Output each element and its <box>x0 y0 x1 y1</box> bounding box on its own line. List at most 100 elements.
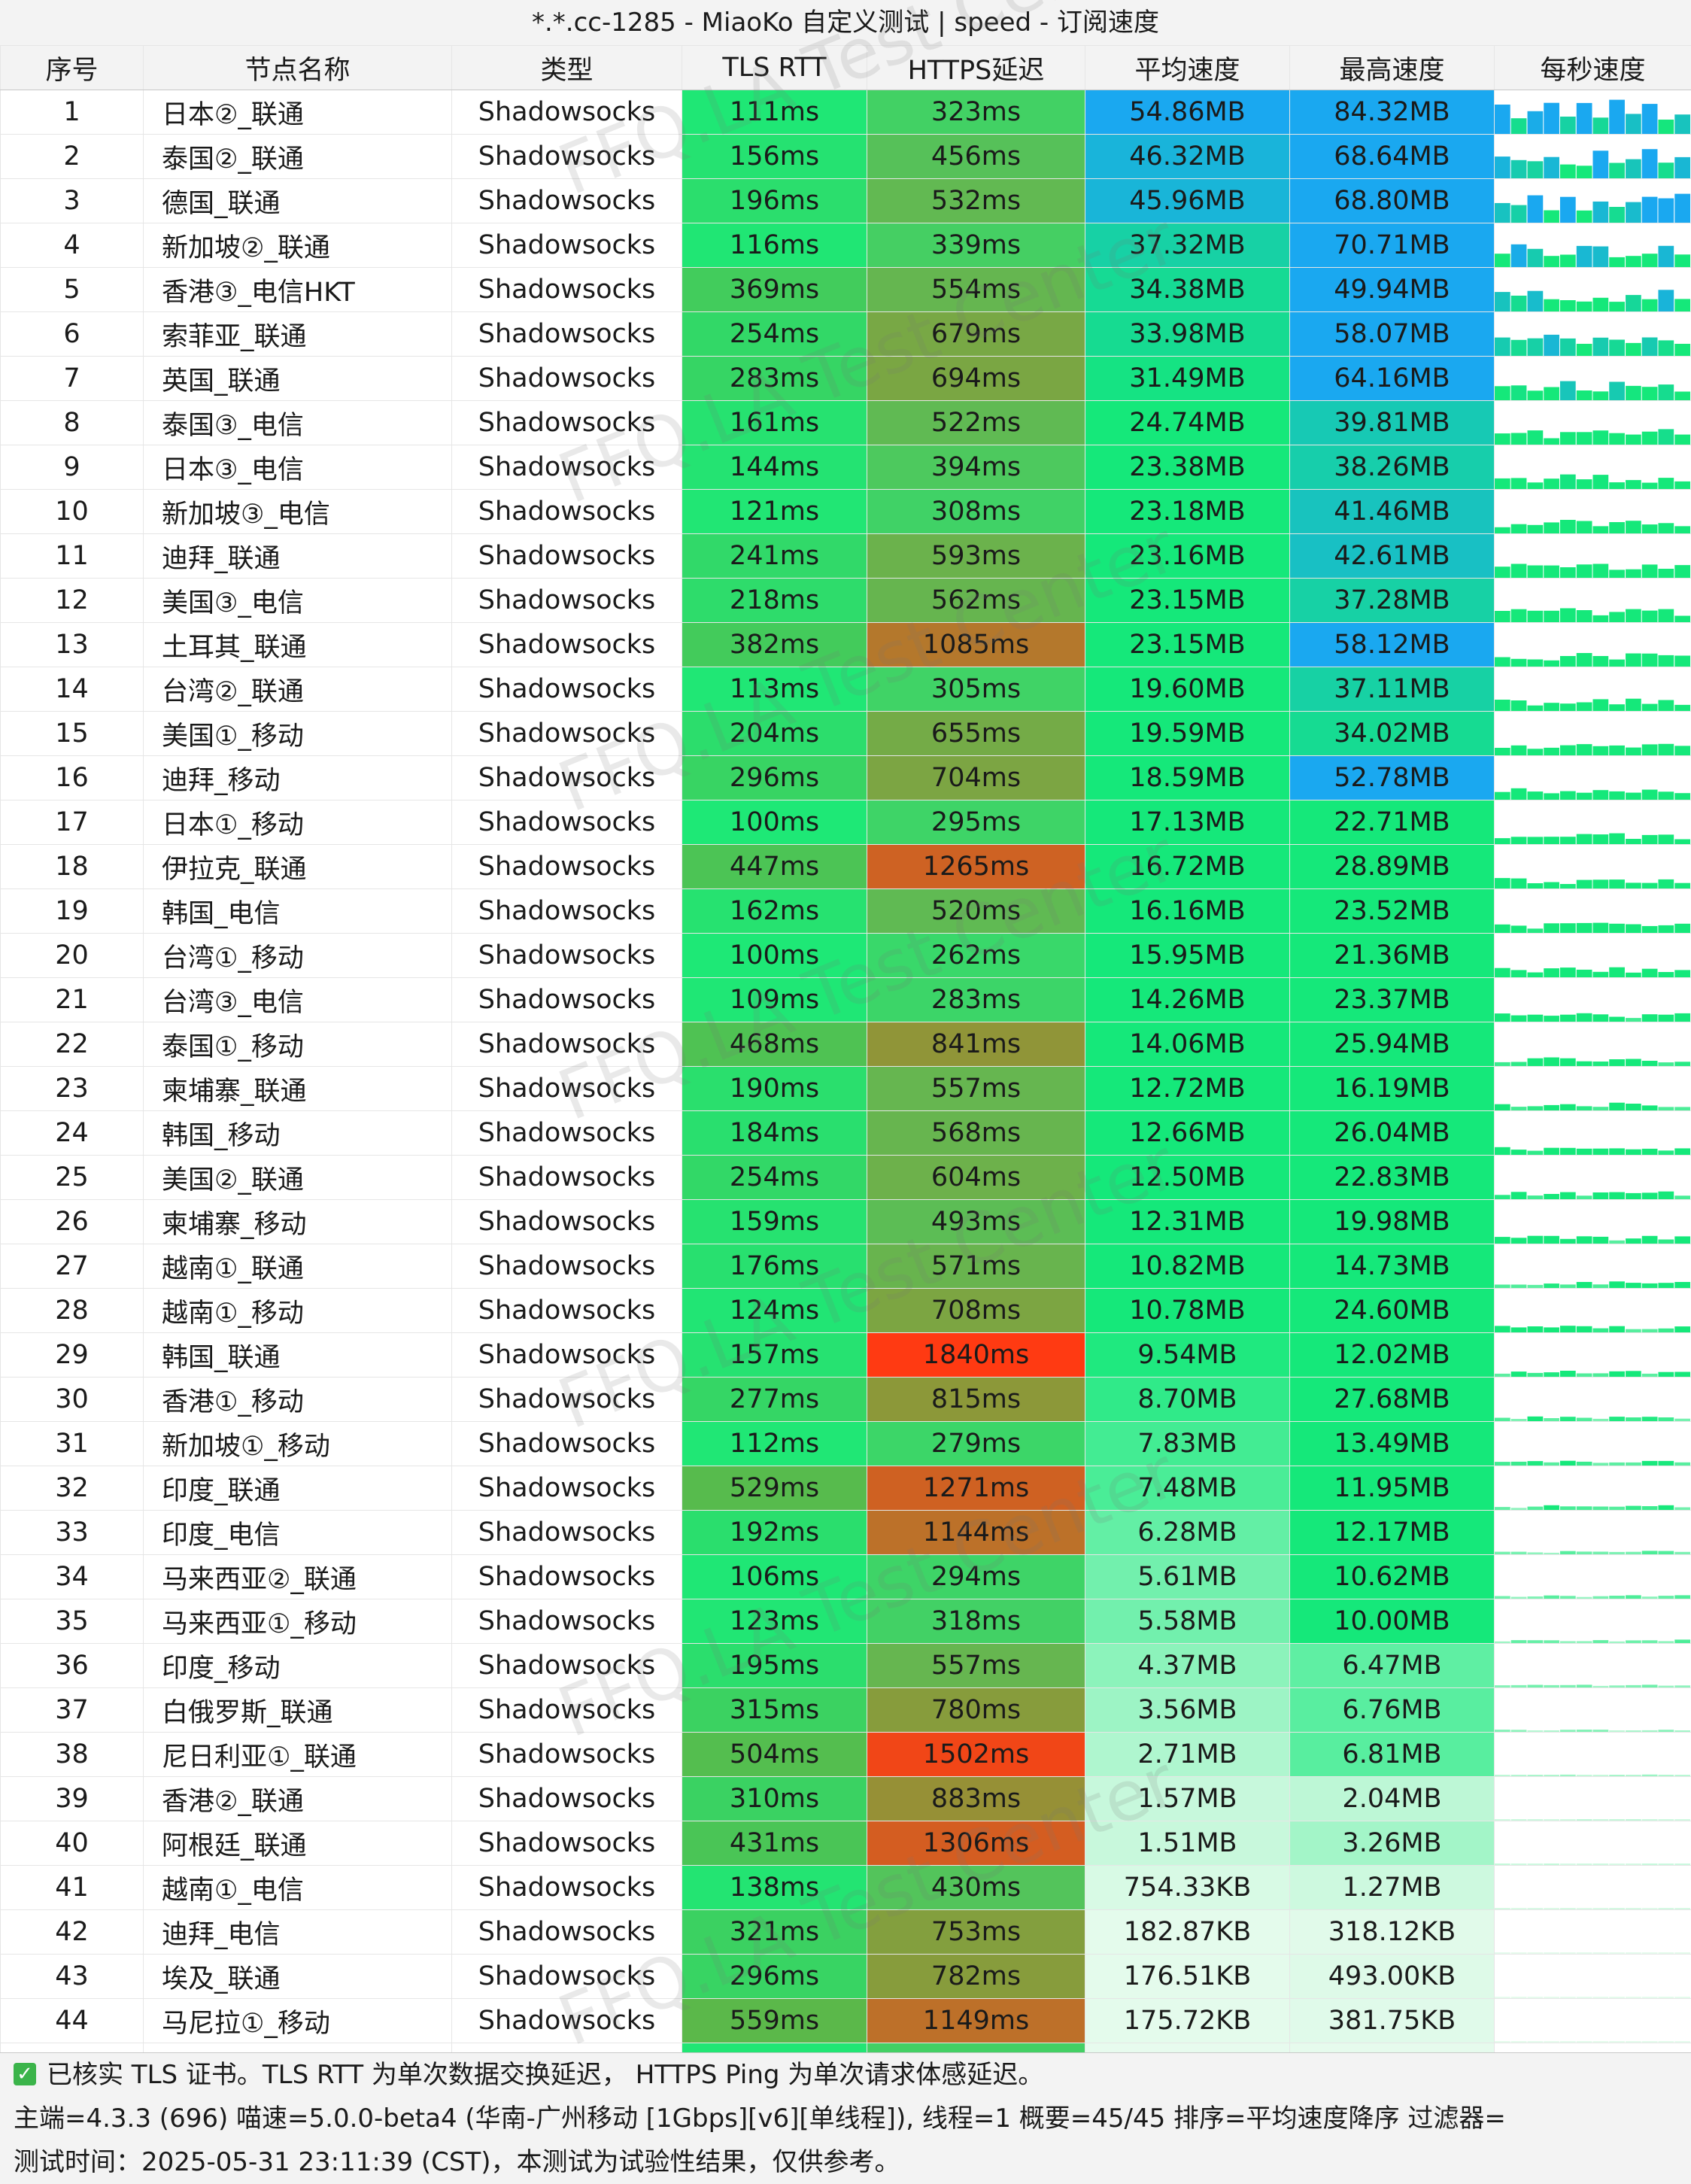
speed-bar <box>1495 292 1510 311</box>
column-header-tls-rtt[interactable]: TLS RTT <box>682 46 867 90</box>
cell-index: 32 <box>1 1466 144 1511</box>
speed-bar <box>1577 1326 1592 1332</box>
speed-bar <box>1626 256 1641 267</box>
speed-bar <box>1528 1775 1544 1776</box>
speed-bar <box>1528 390 1544 400</box>
speed-bar <box>1511 118 1527 134</box>
cell-https-latency: 430ms <box>867 1866 1085 1910</box>
speed-bar <box>1642 1819 1658 1821</box>
speed-bar <box>1674 1508 1690 1511</box>
speed-bar <box>1642 432 1658 445</box>
column-header-max-speed[interactable]: 最高速度 <box>1290 46 1495 90</box>
cell-max-speed: 16.19MB <box>1290 1067 1495 1111</box>
cell-avg-speed: 45.96MB <box>1085 179 1290 223</box>
speed-bar <box>1674 299 1690 311</box>
cell-type: Shadowsocks <box>452 268 682 312</box>
speed-bar <box>1577 1775 1592 1776</box>
speed-bar <box>1528 1326 1544 1332</box>
column-header-name[interactable]: 节点名称 <box>144 46 452 90</box>
speed-bar <box>1626 343 1641 356</box>
column-header-index[interactable]: 序号 <box>1 46 144 90</box>
cell-https-latency: 679ms <box>867 312 1085 357</box>
speed-bar <box>1609 100 1625 134</box>
speed-bar <box>1577 1597 1592 1599</box>
cell-max-speed: 10.62MB <box>1290 1555 1495 1599</box>
column-header-https-latency[interactable]: HTTPS延迟 <box>867 46 1085 90</box>
speed-bar <box>1593 1819 1609 1821</box>
cell-type: Shadowsocks <box>452 1999 682 2043</box>
speed-bar <box>1528 1819 1544 1821</box>
cell-https-latency: 294ms <box>867 1555 1085 1599</box>
speed-bar <box>1642 611 1658 622</box>
cell-tls-rtt: 157ms <box>682 1333 867 1378</box>
cell-type: Shadowsocks <box>452 1067 682 1111</box>
column-header-avg-speed[interactable]: 平均速度 <box>1085 46 1290 90</box>
speed-bar <box>1642 969 1658 977</box>
cell-max-speed: 37.28MB <box>1290 579 1495 623</box>
speed-bar <box>1593 1552 1609 1555</box>
speed-bar <box>1495 386 1510 400</box>
speed-bar <box>1642 1014 1658 1022</box>
cell-max-speed: 64.16MB <box>1290 357 1495 401</box>
cell-max-speed: 21.36MB <box>1290 934 1495 978</box>
column-header-per-second-speed[interactable]: 每秒速度 <box>1495 46 1691 90</box>
speed-bar <box>1560 1192 1576 1199</box>
speed-bar <box>1593 834 1609 844</box>
speed-bar <box>1642 149 1658 178</box>
cell-max-speed: 58.07MB <box>1290 312 1495 357</box>
speed-bar <box>1495 878 1510 888</box>
column-header-type[interactable]: 类型 <box>452 46 682 90</box>
cell-max-speed: 493.00KB <box>1290 1955 1495 1999</box>
speed-bar <box>1560 1284 1576 1288</box>
speed-bar <box>1658 1775 1674 1776</box>
cell-https-latency: 568ms <box>867 1111 1085 1156</box>
cell-per-second-speed <box>1495 1910 1691 1955</box>
cell-max-speed: 12.17MB <box>1290 1511 1495 1555</box>
speed-bar <box>1642 197 1658 223</box>
